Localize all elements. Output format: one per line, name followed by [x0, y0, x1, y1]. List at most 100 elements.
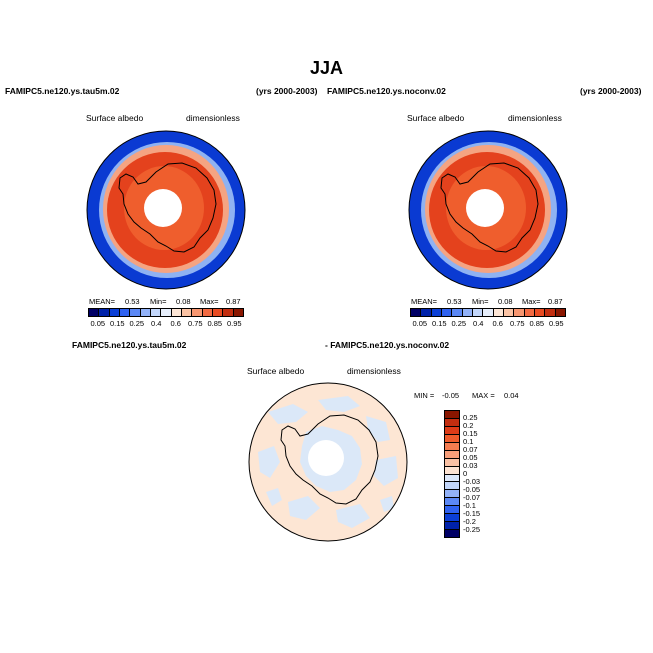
panel-2-years: (yrs 2000-2003) — [580, 86, 642, 96]
panel-1-mean-value: 0.53 — [125, 297, 140, 306]
colorbar-swatch — [533, 309, 545, 316]
colorbar-swatch — [471, 309, 483, 316]
colorbar-swatch — [445, 465, 459, 474]
colorbar-swatch — [98, 309, 109, 316]
colorbar-swatch — [222, 309, 233, 316]
colorbar-swatch — [139, 309, 150, 316]
colorbar-tick-label: -0.2 — [463, 517, 476, 526]
colorbar-swatch — [445, 505, 459, 514]
colorbar-swatch — [502, 309, 514, 316]
panel-2-min-label: Min= — [472, 297, 489, 306]
panel-2-max-value: 0.87 — [548, 297, 563, 306]
colorbar-tick-label: 0.15 — [109, 319, 125, 328]
colorbar-swatch — [445, 497, 459, 506]
colorbar-swatch — [129, 309, 140, 316]
diff-min-value: -0.05 — [442, 391, 460, 400]
colorbar-tick-label: 0.85 — [529, 319, 545, 328]
colorbar-swatch — [445, 529, 459, 537]
colorbar-swatch — [191, 309, 202, 316]
colorbar-swatch — [445, 513, 459, 522]
colorbar-tick-label: 0.07 — [463, 445, 478, 454]
colorbar-tick-label: 0 — [463, 469, 468, 478]
panel-1-colorbar: 0.05 0.15 0.25 0.4 0.6 0.75 0.85 0.95 — [88, 308, 244, 334]
colorbar-swatch — [492, 309, 503, 316]
panel-1-max-value: 0.87 — [226, 297, 241, 306]
colorbar-swatch — [160, 309, 171, 316]
colorbar-tick-label: 0.6 — [170, 319, 181, 328]
colorbar-swatch — [211, 309, 223, 316]
coastline — [118, 162, 217, 253]
figure-title: JJA — [309, 58, 344, 78]
panel-1-mean-label: MEAN= — [89, 297, 116, 306]
colorbar-tick-label: 0.05 — [90, 319, 106, 328]
diff-colorbar: 0.25 0.2 0.15 0.1 0.07 0.05 0.03 0 -0.03 -0.05 -0.… — [444, 410, 504, 538]
colorbar-tick-label: 0.15 — [431, 319, 447, 328]
colorbar-swatch — [445, 433, 459, 442]
colorbar-swatch — [118, 309, 130, 316]
diff-units: dimensionless — [347, 366, 401, 376]
colorbar-tick-label: 0.15 — [463, 429, 478, 438]
colorbar-swatch — [180, 309, 192, 316]
colorbar-swatch — [482, 309, 493, 316]
colorbar-swatch — [149, 309, 161, 316]
panel-1-variable: Surface albedo — [86, 113, 144, 123]
colorbar-tick-label: 0.25 — [463, 413, 478, 422]
panel-1-max-label: Max= — [200, 297, 219, 306]
colorbar-tick-label: 0.25 — [451, 319, 467, 328]
colorbar-swatch — [108, 309, 119, 316]
colorbar-tick-label: 0.95 — [226, 319, 242, 328]
colorbar-swatch — [430, 309, 441, 316]
panel-1-map — [86, 130, 246, 290]
colorbar-tick-label: 0.85 — [207, 319, 223, 328]
colorbar-tick-label: 0.75 — [187, 319, 203, 328]
diff-case-a: FAMIPC5.ne120.ys.tau5m.02 — [72, 340, 187, 350]
diff-max-label: MAX = — [472, 391, 495, 400]
colorbar-swatch — [445, 441, 459, 450]
colorbar-tick-label: 0.75 — [509, 319, 525, 328]
colorbar-swatch — [461, 309, 472, 316]
panel-2-units: dimensionless — [508, 113, 562, 123]
panel-1-case-name: FAMIPC5.ne120.ys.tau5m.02 — [5, 86, 120, 96]
colorbar-swatch — [440, 309, 452, 316]
colorbar-tick-label: 0.25 — [129, 319, 145, 328]
panel-2-max-label: Max= — [522, 297, 541, 306]
colorbar-tick-label: -0.15 — [463, 509, 481, 518]
colorbar-swatch — [170, 309, 181, 316]
colorbar-tick-label: 0.03 — [463, 461, 478, 470]
colorbar-swatch — [445, 473, 459, 482]
colorbar-tick-label: -0.1 — [463, 501, 476, 510]
colorbar-swatch — [89, 309, 99, 316]
panel-2-mean-label: MEAN= — [411, 297, 438, 306]
colorbar-swatch — [554, 309, 565, 316]
panel-1-units: dimensionless — [186, 113, 240, 123]
colorbar-swatch — [445, 449, 459, 458]
colorbar-tick-label: 0.1 — [463, 437, 474, 446]
colorbar-tick-label: -0.25 — [463, 525, 481, 534]
colorbar-swatch — [513, 309, 524, 316]
panel-2-map — [408, 130, 568, 290]
polar-hole — [466, 189, 504, 227]
coastline — [440, 162, 539, 253]
coastline — [280, 414, 379, 505]
colorbar-tick-label: -0.07 — [463, 493, 481, 502]
colorbar-tick-label: 0.2 — [463, 421, 474, 430]
panel-1-min-value: 0.08 — [176, 297, 191, 306]
diff-map — [248, 382, 408, 542]
colorbar-swatch — [445, 489, 459, 498]
colorbar-swatch — [411, 309, 421, 316]
panel-2-min-value: 0.08 — [498, 297, 513, 306]
colorbar-swatch — [232, 309, 243, 316]
colorbar-swatch — [544, 309, 555, 316]
diff-case-b: - FAMIPC5.ne120.ys.noconv.02 — [325, 340, 450, 350]
polar-hole — [308, 440, 344, 476]
colorbar-tick-label: 0.05 — [412, 319, 428, 328]
colorbar-swatch — [445, 521, 459, 530]
colorbar-swatch — [445, 457, 459, 466]
panel-2-case-name: FAMIPC5.ne120.ys.noconv.02 — [327, 86, 446, 96]
colorbar-tick-label: -0.05 — [463, 485, 481, 494]
panel-2-colorbar: 0.05 0.15 0.25 0.4 0.6 0.75 0.85 0.95 — [410, 308, 566, 334]
colorbar-tick-label: 0.05 — [463, 453, 478, 462]
colorbar-tick-label: 0.6 — [492, 319, 503, 328]
colorbar-swatch — [445, 425, 459, 434]
colorbar-tick-label: 0.4 — [151, 319, 162, 328]
